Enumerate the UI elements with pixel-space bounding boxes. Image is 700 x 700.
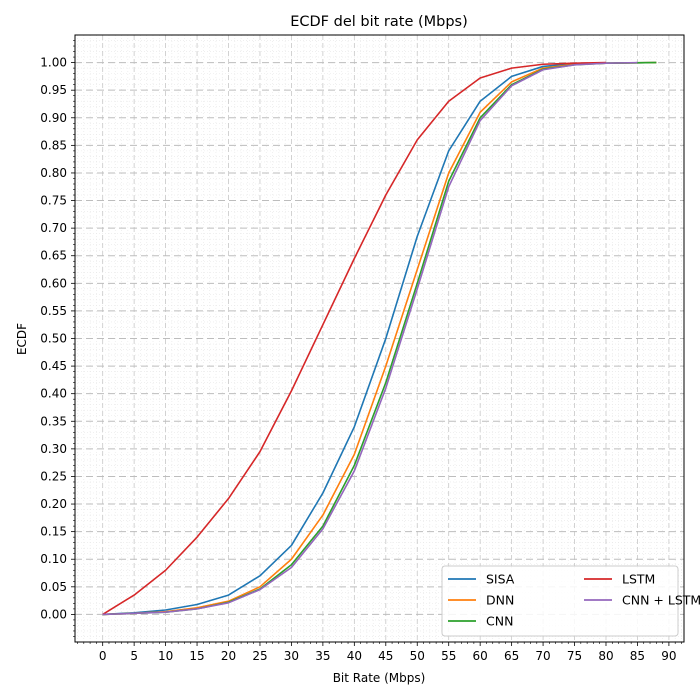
y-tick-label: 0.40	[40, 387, 67, 401]
x-tick-label: 25	[252, 649, 267, 663]
x-tick-label: 55	[441, 649, 456, 663]
y-tick-label: 0.00	[40, 607, 67, 621]
x-tick-label: 45	[378, 649, 393, 663]
y-tick-label: 0.65	[40, 249, 67, 263]
x-tick-label: 15	[189, 649, 204, 663]
legend: SISA DNN CNN LSTM CNN + LSTM	[441, 565, 700, 637]
y-tick-label: 0.30	[40, 442, 67, 456]
x-axis-ticks: 0 5 10 15 20 25 30 35 40 45 50 55 60 65 70 75 80 85 90	[77, 642, 682, 663]
x-tick-label: 80	[598, 649, 613, 663]
y-axis-label: ECDF	[15, 323, 29, 355]
x-tick-label: 30	[284, 649, 299, 663]
major-grid	[75, 35, 684, 642]
y-tick-label: 0.75	[40, 194, 67, 208]
x-tick-label: 50	[410, 649, 425, 663]
y-tick-label: 0.80	[40, 166, 67, 180]
x-tick-label: 65	[504, 649, 519, 663]
x-tick-label: 5	[130, 649, 138, 663]
y-tick-label: 0.10	[40, 552, 67, 566]
x-tick-label: 70	[535, 649, 550, 663]
y-tick-label: 0.70	[40, 221, 67, 235]
y-tick-label: 1.00	[40, 56, 67, 70]
legend-label-3: CNN	[486, 614, 513, 629]
y-tick-label: 0.20	[40, 497, 67, 511]
legend-label-5: CNN + LSTM	[622, 593, 700, 608]
legend-box	[441, 565, 679, 637]
x-tick-label: 40	[347, 649, 362, 663]
legend-label-2: DNN	[486, 593, 514, 608]
y-tick-label: 0.45	[40, 359, 67, 373]
series-lines	[102, 61, 657, 616]
y-tick-label: 0.60	[40, 276, 67, 290]
x-tick-label: 75	[567, 649, 582, 663]
series-line-1	[102, 61, 657, 616]
y-axis-ticks: 0.00 0.05 0.10 0.15 0.20 0.25 0.30 0.35 0.40 0.45…	[40, 40, 75, 637]
y-tick-label: 0.35	[40, 414, 67, 428]
series-line-4	[102, 61, 607, 616]
legend-label-4: LSTM	[622, 572, 655, 587]
x-tick-label: 35	[315, 649, 330, 663]
x-tick-label: 20	[221, 649, 236, 663]
y-tick-label: 0.90	[40, 111, 67, 125]
series-line-5	[102, 61, 638, 616]
chart-title: ECDF del bit rate (Mbps)	[290, 14, 468, 30]
y-tick-label: 0.15	[40, 525, 67, 539]
legend-label-1: SISA	[486, 572, 515, 587]
x-tick-label: 85	[630, 649, 645, 663]
x-tick-label: 60	[473, 649, 488, 663]
y-tick-label: 0.85	[40, 138, 67, 152]
y-tick-label: 0.95	[40, 83, 67, 97]
x-tick-label: 0	[99, 649, 107, 663]
y-tick-label: 0.55	[40, 304, 67, 318]
y-tick-label: 0.25	[40, 469, 67, 483]
x-axis-label: Bit Rate (Mbps)	[333, 671, 426, 685]
x-tick-label: 10	[158, 649, 173, 663]
y-tick-label: 0.50	[40, 332, 67, 346]
x-tick-label: 90	[661, 649, 676, 663]
series-line-2	[102, 61, 657, 616]
y-tick-label: 0.05	[40, 580, 67, 594]
